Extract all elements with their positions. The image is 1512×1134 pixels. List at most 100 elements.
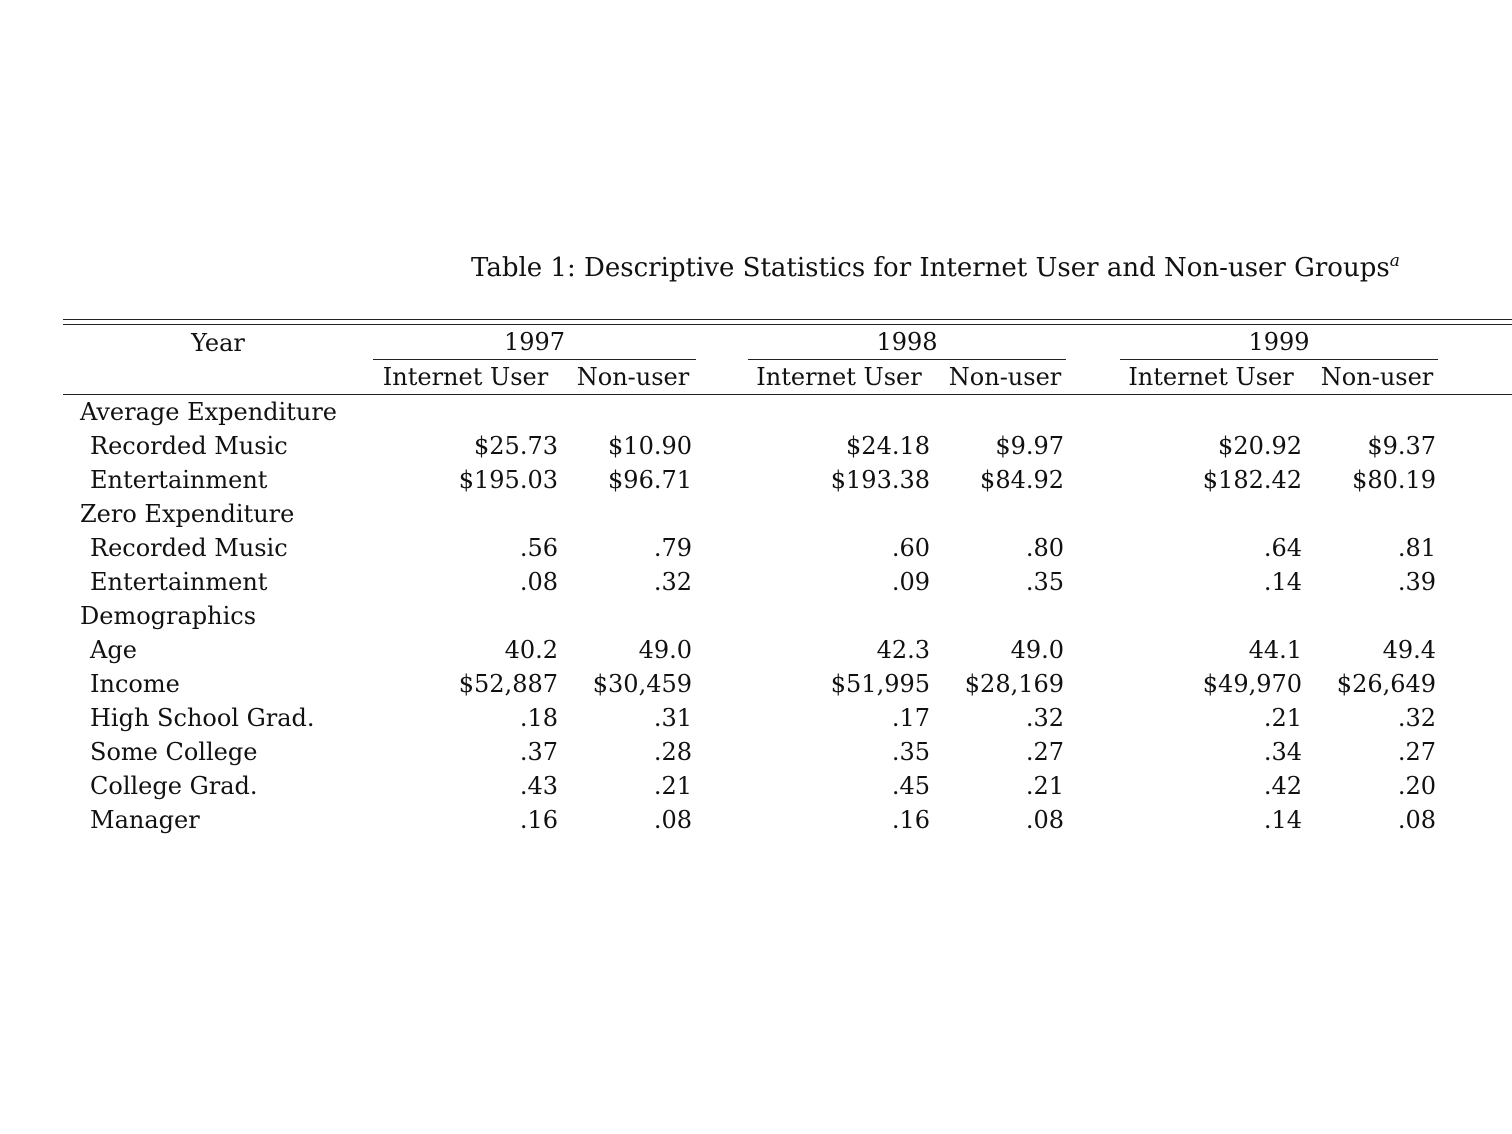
spacer xyxy=(1080,325,1120,360)
spacer xyxy=(1452,735,1512,769)
table-cell: .18 xyxy=(519,704,558,732)
table-cell: .60 xyxy=(891,534,931,562)
spacer xyxy=(1452,429,1512,463)
table-cell: .08 xyxy=(519,568,558,596)
year-1999-header: 1999 xyxy=(1120,325,1452,360)
table-cell: .37 xyxy=(519,738,558,766)
subheader-internet-user-1998: Internet User xyxy=(748,360,931,395)
spacer xyxy=(708,633,748,667)
statistics-table-container: Year 1997 1998 1999 Internet User Non-us… xyxy=(63,319,1512,837)
row-label: Recorded Music xyxy=(90,534,288,562)
spacer xyxy=(1080,803,1120,837)
table-cell: .14 xyxy=(1263,568,1303,596)
table-cell: $49,970 xyxy=(1202,670,1303,698)
table-top-rule xyxy=(63,319,1512,320)
table-cell: 49.4 xyxy=(1382,636,1437,664)
table-cell: .32 xyxy=(1025,704,1065,732)
table-row: Recorded Music $25.73 $10.90 $24.18 $9.97 $20… xyxy=(63,429,1512,463)
table-cell: .56 xyxy=(519,534,558,562)
table-cell: .16 xyxy=(519,806,558,834)
row-label: Manager xyxy=(90,806,200,834)
caption-text: Table 1: Descriptive Statistics for Inte… xyxy=(471,253,1390,283)
table-row: Entertainment .08 .32 .09 .35 .14 .39 xyxy=(63,565,1512,599)
row-label: College Grad. xyxy=(90,772,258,800)
table-cell: .21 xyxy=(1025,772,1065,800)
table-cell: .81 xyxy=(1397,534,1437,562)
table-row: College Grad. .43 .21 .45 .21 .42 .20 xyxy=(63,769,1512,803)
spacer xyxy=(1080,667,1120,701)
spacer xyxy=(1080,463,1120,497)
table-cell: .16 xyxy=(891,806,931,834)
spacer xyxy=(708,325,748,360)
table-cell: $25.73 xyxy=(474,432,558,460)
spacer xyxy=(708,531,748,565)
spacer xyxy=(1452,531,1512,565)
section-header-row: Average Expenditure xyxy=(63,395,1512,430)
spacer xyxy=(708,769,748,803)
table-cell: .27 xyxy=(1397,738,1437,766)
row-label: Income xyxy=(90,670,180,698)
table-body: Average Expenditure Recorded Music $25.73 $… xyxy=(63,395,1512,838)
section-title: Demographics xyxy=(80,602,257,630)
subheader-internet-user-1999: Internet User xyxy=(1120,360,1303,395)
row-label: Some College xyxy=(90,738,258,766)
table-cell: $193.38 xyxy=(830,466,931,494)
row-label: Entertainment xyxy=(90,568,268,596)
table-cell: $28,169 xyxy=(964,670,1065,698)
year-1997-label: 1997 xyxy=(373,325,697,360)
spacer xyxy=(1452,463,1512,497)
row-label: Age xyxy=(90,636,137,664)
spacer xyxy=(1452,360,1512,395)
spacer xyxy=(708,463,748,497)
table-cell: $9.97 xyxy=(995,432,1065,460)
table-cell: $30,459 xyxy=(592,670,693,698)
caption-footnote-mark: a xyxy=(1389,251,1400,271)
table-row: Recorded Music .56 .79 .60 .80 .64 .81 xyxy=(63,531,1512,565)
table-row: Some College .37 .28 .35 .27 .34 .27 xyxy=(63,735,1512,769)
section-title: Average Expenditure xyxy=(80,398,337,426)
table-cell: .20 xyxy=(1397,772,1437,800)
table-cell: $24.18 xyxy=(846,432,931,460)
table-cell: $96.71 xyxy=(608,466,693,494)
spacer xyxy=(1452,701,1512,735)
table-cell: .08 xyxy=(653,806,693,834)
spacer xyxy=(1080,531,1120,565)
year-header-row: Year 1997 1998 1999 xyxy=(63,325,1512,360)
table-row: Entertainment $195.03 $96.71 $193.38 $84.92 $… xyxy=(63,463,1512,497)
spacer xyxy=(708,701,748,735)
section-header-row: Demographics xyxy=(63,599,1512,633)
row-label: High School Grad. xyxy=(90,704,315,732)
table-cell: .32 xyxy=(653,568,693,596)
spacer xyxy=(1452,565,1512,599)
spacer xyxy=(1080,565,1120,599)
table-cell: .45 xyxy=(891,772,931,800)
table-cell: .31 xyxy=(653,704,693,732)
year-1997-header: 1997 xyxy=(373,325,708,360)
section-header-row: Zero Expenditure xyxy=(63,497,1512,531)
spacer xyxy=(1452,803,1512,837)
subheader-non-user-1998: Non-user xyxy=(930,360,1081,395)
table-cell: 40.2 xyxy=(504,636,558,664)
spacer xyxy=(708,735,748,769)
table-cell: .09 xyxy=(891,568,931,596)
spacer xyxy=(1080,633,1120,667)
table-cell: .35 xyxy=(1025,568,1065,596)
table-row: High School Grad. .18 .31 .17 .32 .21 .32 xyxy=(63,701,1512,735)
subheader-row: Internet User Non-user Internet User Non… xyxy=(63,360,1512,395)
table-cell: $84.92 xyxy=(980,466,1065,494)
table-cell: .21 xyxy=(1263,704,1303,732)
subheader-non-user-1997: Non-user xyxy=(558,360,709,395)
table-cell: $182.42 xyxy=(1202,466,1303,494)
table-cell: .43 xyxy=(519,772,558,800)
year-header: Year xyxy=(191,328,245,357)
spacer xyxy=(1452,667,1512,701)
table-cell: $10.90 xyxy=(608,432,693,460)
table-cell: .34 xyxy=(1263,738,1303,766)
spacer xyxy=(708,429,748,463)
table-cell: $51,995 xyxy=(830,670,931,698)
spacer xyxy=(1452,633,1512,667)
spacer xyxy=(708,360,749,395)
year-1998-label: 1998 xyxy=(748,325,1067,360)
spacer xyxy=(708,803,748,837)
spacer xyxy=(1080,701,1120,735)
